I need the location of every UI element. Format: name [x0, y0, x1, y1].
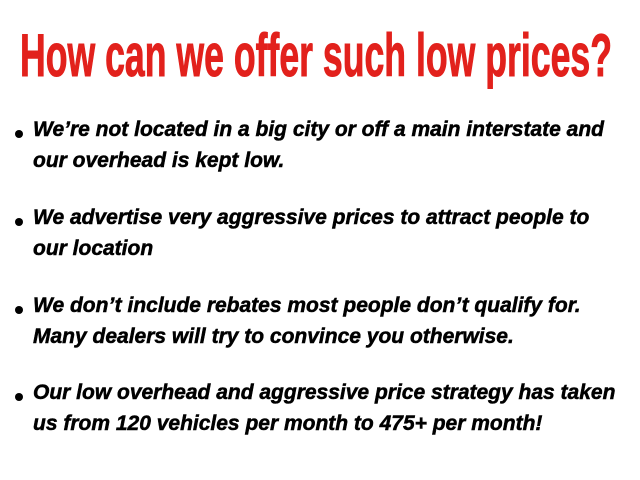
svg-text:our location: our location — [33, 237, 153, 260]
svg-text:our overhead is kept low.: our overhead is kept low. — [33, 149, 284, 172]
svg-text:We’re not located in a big cit: We’re not located in a big city or off a… — [33, 118, 605, 141]
svg-text:We advertise very aggressive p: We advertise very aggressive prices to a… — [33, 206, 590, 229]
svg-text:us from 120 vehicles per month: us from 120 vehicles per month to 475+ p… — [33, 412, 542, 435]
svg-text:Our low overhead and aggressiv: Our low overhead and aggressive price st… — [33, 381, 615, 404]
svg-text:We don’t include rebates most: We don’t include rebates most people don… — [33, 294, 581, 317]
svg-text:Many dealers will try to convi: Many dealers will try to convince you ot… — [33, 325, 514, 348]
